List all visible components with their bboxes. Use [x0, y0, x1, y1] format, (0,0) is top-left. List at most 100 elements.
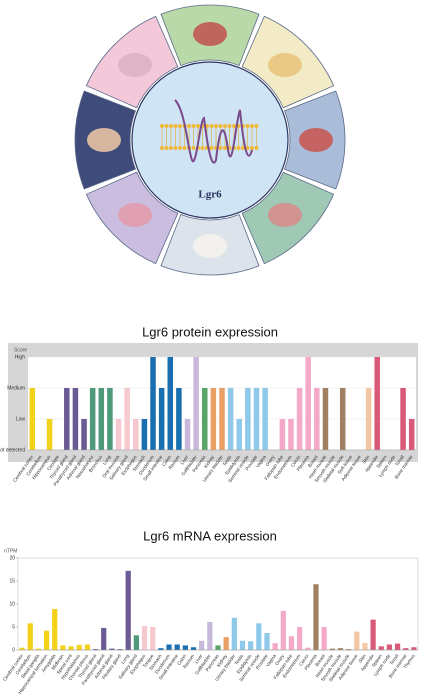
- lipid: [241, 146, 245, 150]
- bar: [403, 648, 409, 650]
- lipid: [254, 146, 259, 150]
- x-tick-label: Tonsil: [389, 653, 400, 665]
- bar: [117, 649, 123, 650]
- bar: [314, 388, 320, 450]
- bar: [125, 570, 131, 650]
- lipid: [178, 124, 182, 128]
- bar: [46, 419, 53, 450]
- bar: [210, 388, 217, 450]
- lipid: [218, 146, 223, 150]
- bar: [158, 388, 165, 450]
- bar: [167, 357, 174, 450]
- bar: [272, 643, 278, 650]
- lipid: [250, 146, 254, 150]
- bar: [101, 627, 107, 650]
- lipid: [218, 124, 223, 128]
- y-tick-label: High: [15, 354, 26, 360]
- bar: [193, 357, 199, 450]
- lipid: [236, 146, 241, 150]
- x-tick-label: Tonsil: [394, 454, 405, 466]
- tissue-icon: [267, 202, 302, 227]
- bar: [394, 643, 401, 650]
- bar: [133, 635, 139, 650]
- y-tick-label: 0: [12, 647, 15, 653]
- bar: [231, 617, 237, 650]
- lipid: [169, 124, 173, 128]
- bar: [248, 641, 254, 650]
- bar: [81, 419, 87, 450]
- bar: [374, 357, 380, 450]
- bar: [124, 388, 130, 450]
- bar: [84, 644, 90, 650]
- bar: [107, 388, 113, 450]
- x-tick-label: Liver: [180, 454, 190, 465]
- bar: [150, 357, 156, 450]
- bar: [227, 388, 234, 450]
- bar: [411, 647, 417, 650]
- bar: [279, 419, 286, 450]
- bar: [141, 419, 148, 450]
- tissue-icon: [87, 128, 121, 152]
- lipid: [160, 124, 164, 128]
- y-axis-title: Score: [14, 347, 27, 353]
- bar: [236, 419, 243, 450]
- bar: [158, 648, 164, 650]
- bar: [29, 388, 36, 450]
- y-tick-label: Not detected: [0, 447, 25, 453]
- bar: [76, 644, 82, 650]
- bar: [378, 646, 384, 650]
- bar: [43, 630, 50, 650]
- bar: [408, 419, 415, 450]
- chart-title: Lgr6 protein expression: [142, 324, 278, 339]
- bar: [207, 621, 213, 650]
- bar: [115, 419, 122, 450]
- bar: [264, 632, 270, 650]
- bar: [288, 636, 295, 650]
- bar: [256, 623, 262, 650]
- bar: [72, 388, 79, 450]
- lipid: [169, 146, 173, 150]
- bar: [68, 646, 74, 650]
- bar: [98, 388, 105, 450]
- x-tick-label: Colon: [161, 454, 172, 467]
- lipid: [214, 124, 218, 128]
- bar: [60, 645, 66, 650]
- bar: [52, 609, 58, 650]
- lipid: [178, 146, 182, 150]
- bar: [329, 648, 335, 650]
- receptor: [174, 99, 253, 164]
- bar: [386, 644, 393, 650]
- x-tick-label: Testis: [222, 454, 233, 467]
- y-tick-label: Low: [16, 416, 26, 422]
- bar: [280, 610, 286, 650]
- bar: [89, 388, 96, 450]
- lipid: [191, 146, 196, 150]
- bar: [339, 388, 346, 450]
- lipid: [173, 146, 178, 150]
- bar: [354, 631, 360, 650]
- inner-circle: [131, 61, 289, 219]
- y-tick-label: 10: [9, 601, 15, 607]
- lipid: [223, 146, 227, 150]
- lipid: [227, 124, 232, 128]
- y-tick-label: Medium: [7, 385, 25, 391]
- tissue-icon: [118, 53, 153, 78]
- bar: [370, 619, 376, 650]
- bar: [322, 388, 329, 450]
- bar: [313, 584, 319, 650]
- bar: [245, 388, 251, 450]
- bar: [362, 643, 368, 650]
- lipid: [196, 124, 200, 128]
- diagram-label: Lgr6: [198, 189, 222, 201]
- bar: [215, 645, 221, 650]
- tissue-icon: [193, 22, 227, 46]
- y-tick-label: 5: [12, 624, 15, 630]
- lipid: [182, 146, 187, 150]
- bar: [64, 388, 70, 450]
- bar: [27, 623, 33, 650]
- tissue-icon: [299, 128, 333, 152]
- x-tick-label: Testis: [233, 653, 244, 666]
- bar: [150, 627, 156, 650]
- bar: [133, 419, 139, 450]
